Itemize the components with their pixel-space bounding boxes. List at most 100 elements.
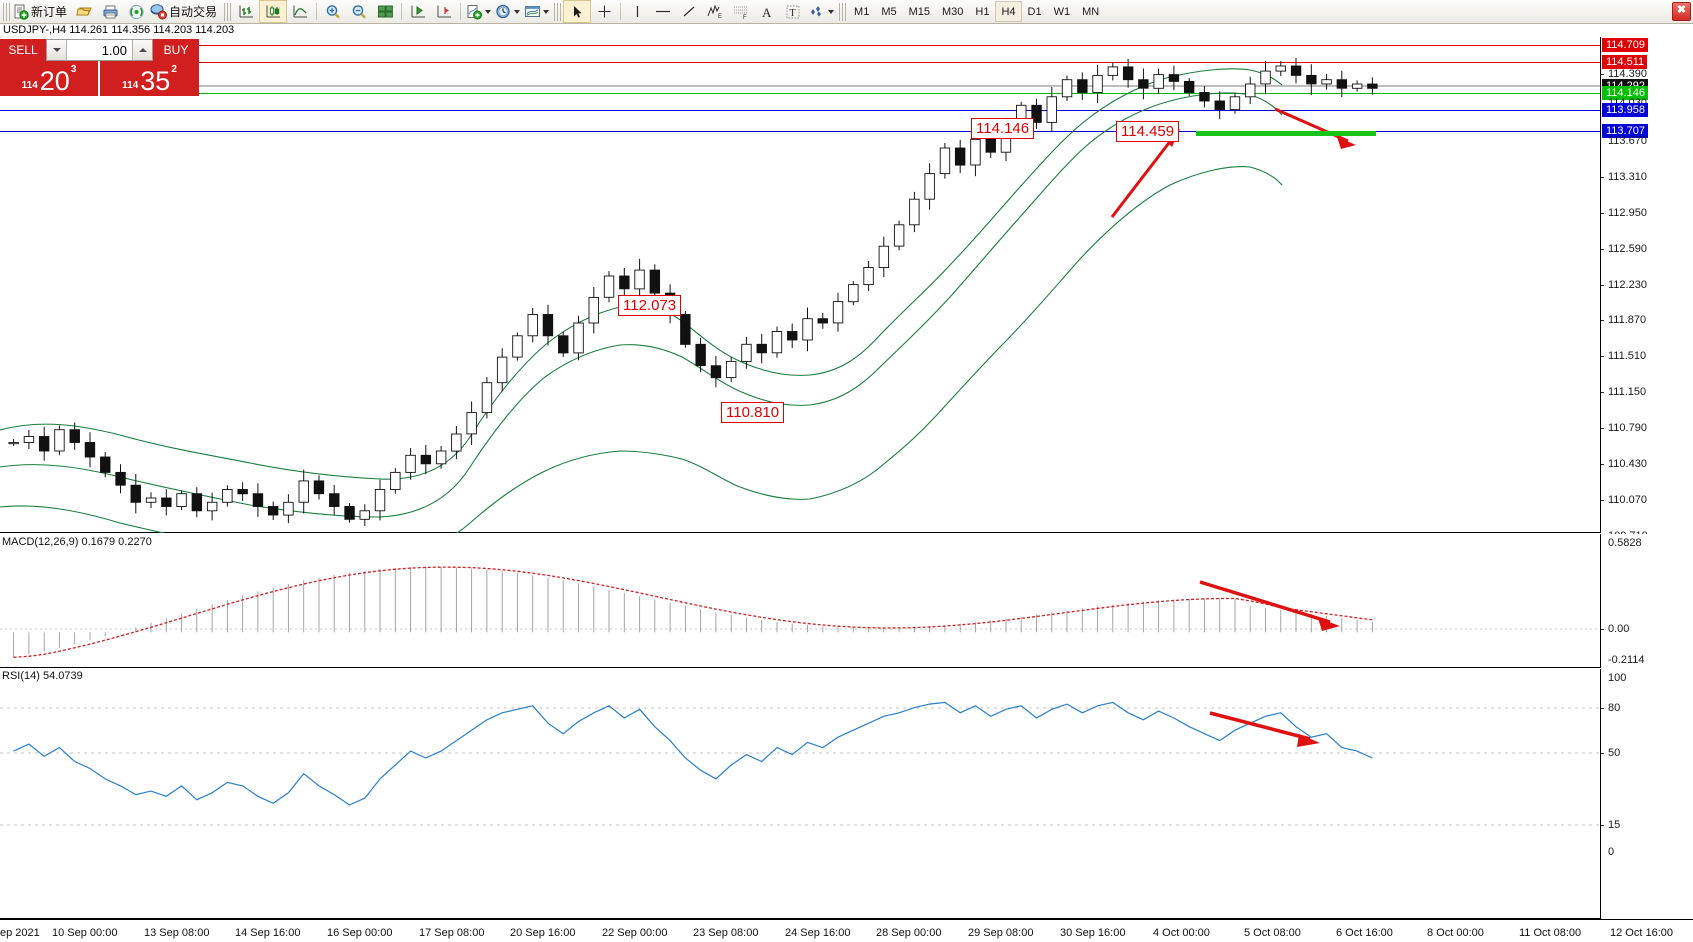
price-tag-113958: 113.958 <box>1602 103 1648 117</box>
price-chart-pane[interactable]: 114.459 114.146 112.073 110.810 109.112 <box>0 37 1600 566</box>
time-label-5: 17 Sep 08:00 <box>419 927 485 939</box>
line-chart-button[interactable] <box>287 1 313 22</box>
add-indicator-button[interactable] <box>464 1 493 22</box>
buy-price-display[interactable]: 114 35 2 <box>98 61 199 96</box>
timeframe-h1[interactable]: H1 <box>975 5 990 18</box>
trendline-icon <box>681 4 697 20</box>
folder-button[interactable] <box>71 1 97 22</box>
macd-tick-max: 0.5828 <box>1608 537 1642 549</box>
macd-tick-min: -0.2114 <box>1608 654 1645 666</box>
support-line-113707 <box>0 131 1600 132</box>
chevron-down-icon[interactable] <box>514 9 521 14</box>
toolbar-grip[interactable] <box>3 2 10 21</box>
text-icon: A <box>760 4 774 20</box>
volume-increase-button[interactable] <box>132 40 152 60</box>
timeframe-m1[interactable]: M1 <box>854 5 870 18</box>
trendline-button[interactable] <box>676 1 702 22</box>
vertical-line-button[interactable] <box>624 1 650 22</box>
timeframe-m30[interactable]: M30 <box>942 5 964 18</box>
templates-icon <box>524 4 541 20</box>
rsi-pane[interactable]: RSI(14) 54.0739 <box>0 669 1600 919</box>
sell-price-display[interactable]: 114 20 3 <box>0 61 98 96</box>
chevron-down-icon[interactable] <box>485 9 492 14</box>
rsi-tick-0: 0 <box>1608 846 1615 858</box>
tile-windows-icon <box>377 4 394 20</box>
volume-input[interactable]: 1.00 <box>101 42 127 58</box>
folder-icon <box>75 4 93 20</box>
chart-shift-icon <box>410 4 427 20</box>
chevron-down-icon[interactable] <box>828 9 835 14</box>
fibonacci-icon: F <box>732 4 750 20</box>
chevron-down-icon[interactable] <box>543 9 550 14</box>
fibonacci-button[interactable]: F <box>728 1 754 22</box>
shapes-button[interactable] <box>806 1 836 22</box>
macd-histogram <box>13 566 1373 658</box>
sell-button[interactable]: SELL <box>0 39 46 61</box>
toolbar-grip-2[interactable] <box>224 2 232 21</box>
macd-signal-line <box>13 566 1373 658</box>
close-button[interactable]: ✖ <box>1672 2 1691 21</box>
broadcast-button[interactable] <box>123 1 149 22</box>
bid-line-114146 <box>0 93 1600 94</box>
volume-decrease-button[interactable] <box>47 40 67 60</box>
timeframe-d1[interactable]: D1 <box>1027 5 1042 18</box>
timeframe-h4[interactable]: H4 <box>995 1 1022 22</box>
rsi-tick-80: 80 <box>1601 702 1620 714</box>
price-axis[interactable]: 114.709 114.511 114.390 114.292 114.146 … <box>1600 37 1693 614</box>
chart-shift-button[interactable] <box>405 1 431 22</box>
price-tick-110790: 110.790 <box>1601 422 1647 434</box>
cursor-button[interactable] <box>563 0 592 23</box>
zoom-out-button[interactable] <box>346 1 372 22</box>
uptrend-arrow-annotation <box>1110 129 1180 218</box>
tile-windows-button[interactable] <box>372 1 398 22</box>
time-label-0: ep 2021 <box>0 927 40 939</box>
toolbar-grip-3[interactable] <box>554 2 562 21</box>
time-label-7: 22 Sep 00:00 <box>602 927 668 939</box>
rsi-tick-100: 100 <box>1608 672 1627 684</box>
time-label-2: 13 Sep 08:00 <box>144 927 210 939</box>
price-tag-114511: 114.511 <box>1602 55 1648 69</box>
text-button[interactable]: A <box>754 1 780 22</box>
period-button[interactable] <box>493 1 522 22</box>
new-order-button[interactable]: 新订单 <box>12 1 71 22</box>
price-tag-114709: 114.709 <box>1602 38 1648 52</box>
broadcast-icon <box>128 4 145 20</box>
time-label-16: 8 Oct 00:00 <box>1427 927 1484 939</box>
volume-stepper[interactable]: 1.00 <box>46 39 153 61</box>
rsi-axis[interactable]: 100 80 50 15 0 <box>1600 669 1693 919</box>
autotrading-button[interactable]: 自动交易 <box>149 1 221 22</box>
buy-button[interactable]: BUY <box>153 39 199 61</box>
templates-button[interactable] <box>522 1 551 22</box>
elliott-wave-button[interactable]: E <box>702 1 728 22</box>
toolbar-separator-3 <box>460 3 462 20</box>
candlestick-chart-button[interactable] <box>259 0 288 23</box>
toolbar-grip-4[interactable] <box>839 2 847 21</box>
timeframe-mn[interactable]: MN <box>1082 5 1100 18</box>
time-label-15: 6 Oct 16:00 <box>1336 927 1393 939</box>
svg-text:E: E <box>718 14 722 20</box>
new-order-icon <box>13 4 29 20</box>
timeframe-w1[interactable]: W1 <box>1053 5 1071 18</box>
crosshair-button[interactable] <box>591 1 617 22</box>
annotation-112073: 112.073 <box>618 295 682 316</box>
one-click-trading-panel[interactable]: SELL 1.00 BUY 114 20 3 114 35 2 <box>0 39 199 96</box>
bar-chart-button[interactable] <box>233 1 259 22</box>
chevron-down-icon <box>52 48 61 52</box>
timeframe-m5[interactable]: M5 <box>881 5 897 18</box>
macd-series-svg <box>0 566 1600 658</box>
price-tick-112950: 112.950 <box>1601 207 1647 219</box>
time-axis[interactable]: ep 2021 10 Sep 00:00 13 Sep 08:00 14 Sep… <box>0 919 1693 942</box>
zoom-in-button[interactable] <box>320 1 346 22</box>
auto-scroll-icon <box>436 4 453 20</box>
macd-axis[interactable]: 0.5828 0.00 -0.2114 <box>1600 534 1693 668</box>
text-label-button[interactable]: T <box>780 1 806 22</box>
macd-pane[interactable]: MACD(12,26,9) 0.1679 0.2270 <box>0 534 1600 668</box>
horizontal-line-button[interactable] <box>650 1 676 22</box>
timeframe-m15[interactable]: M15 <box>908 5 930 18</box>
toolbar-separator-2 <box>401 3 403 20</box>
print-button[interactable] <box>97 1 123 22</box>
price-tick-111510: 111.510 <box>1601 350 1646 362</box>
auto-scroll-button[interactable] <box>431 1 457 22</box>
macd-label: MACD(12,26,9) 0.1679 0.2270 <box>2 536 152 548</box>
